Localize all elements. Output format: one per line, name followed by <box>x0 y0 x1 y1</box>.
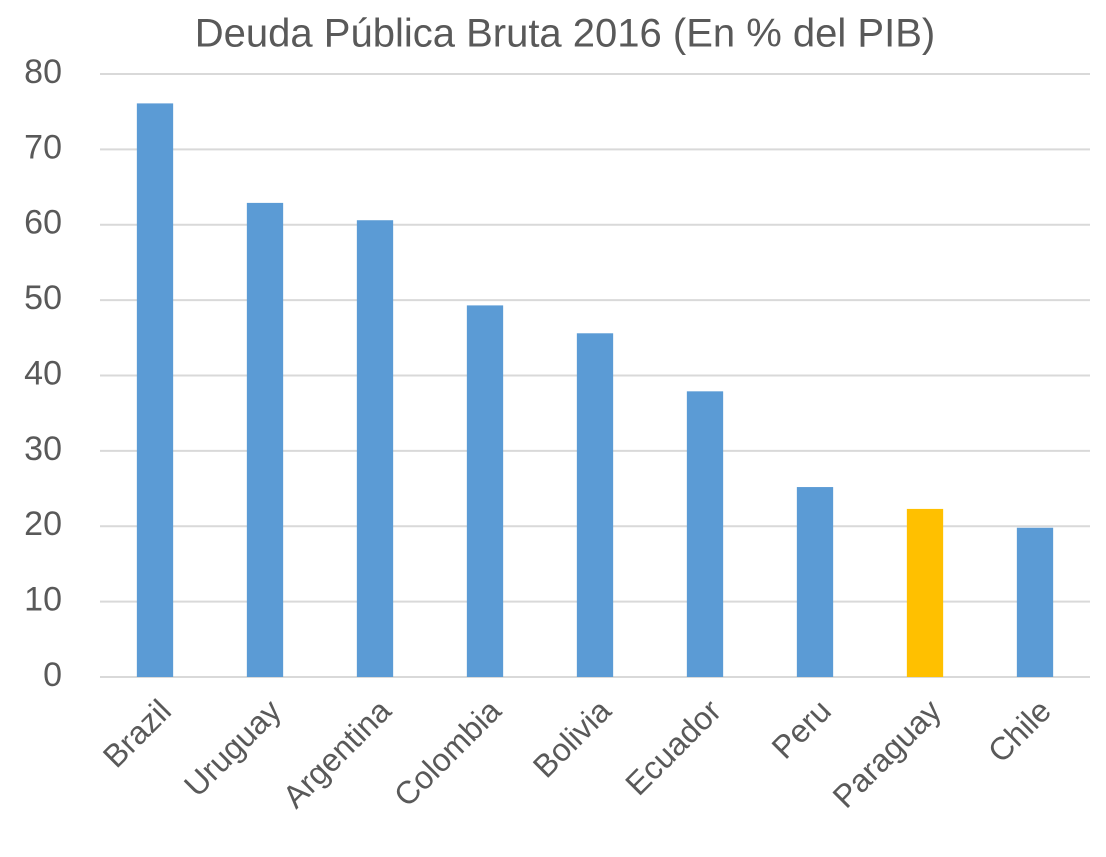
x-tick-label: Uruguay <box>177 692 288 803</box>
x-tick-label: Chile <box>981 692 1058 769</box>
y-tick-label: 70 <box>24 128 62 166</box>
chart-title: Deuda Pública Bruta 2016 (En % del PIB) <box>195 12 935 56</box>
x-tick-label: Colombia <box>387 692 508 813</box>
y-tick-label: 50 <box>24 279 62 317</box>
bar <box>356 220 394 678</box>
x-tick-label: Bolivia <box>526 692 618 784</box>
x-tick-label: Ecuador <box>618 692 728 802</box>
bar <box>246 202 284 678</box>
x-tick-label: Paraguay <box>826 692 948 814</box>
x-tick-label: Brazil <box>96 692 178 774</box>
y-tick-label: 0 <box>43 656 62 694</box>
y-tick-label: 20 <box>24 505 62 543</box>
y-tick-label: 40 <box>24 354 62 392</box>
y-tick-label: 30 <box>24 430 62 468</box>
bar <box>576 333 614 677</box>
bar <box>466 305 504 677</box>
x-tick-label: Peru <box>765 692 838 765</box>
y-tick-label: 10 <box>24 581 62 619</box>
bar <box>1016 527 1054 677</box>
bar <box>796 487 834 677</box>
bar <box>686 391 724 677</box>
bar <box>136 103 174 678</box>
y-tick-label: 60 <box>24 204 62 242</box>
x-tick-label: Argentina <box>276 692 398 814</box>
y-tick-label: 80 <box>24 53 62 91</box>
bar <box>906 508 944 677</box>
